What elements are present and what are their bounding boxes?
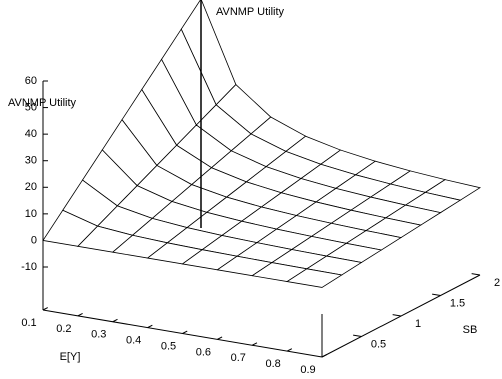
y-tick-label: 1.5: [450, 297, 465, 309]
x-tick-label: 0.3: [91, 329, 106, 341]
y-tick: [392, 314, 402, 317]
x-tick: [182, 330, 188, 334]
y-tick-label: 2: [494, 277, 500, 289]
x-tick: [112, 318, 118, 323]
x-tick: [42, 307, 48, 311]
y-tick: [432, 293, 441, 296]
y-tick: [471, 273, 481, 276]
z-tick-label: 10: [25, 208, 37, 220]
z-tick-label: 20: [25, 181, 37, 193]
x-tick: [77, 312, 83, 317]
x-tick-label: 0.1: [21, 317, 36, 329]
z-tick-label: 0: [31, 234, 37, 246]
y-tick: [353, 334, 362, 337]
y-tick-label: 0.5: [371, 338, 386, 350]
x-tick: [321, 354, 327, 358]
x-tick-label: 0.6: [196, 346, 211, 358]
x-tick-label: 0.2: [56, 323, 71, 335]
z-tick-label: 40: [25, 128, 37, 140]
chart-title: AVNMP Utility: [216, 6, 285, 18]
z-tick-label: -10: [21, 261, 37, 273]
x-tick-label: 0.5: [161, 340, 176, 352]
x-axis-label: E[Y]: [60, 351, 81, 363]
y-axis-label: SB: [463, 324, 478, 336]
x-tick-label: 0.4: [126, 335, 141, 347]
x-tick-label: 0.7: [231, 352, 246, 364]
x-tick: [252, 342, 258, 346]
x-tick-label: 0.9: [300, 364, 315, 376]
z-tick-label: 30: [25, 155, 37, 167]
z-axis-label: AVNMP Utility: [8, 97, 77, 109]
surface-cell: [286, 268, 343, 288]
x-tick: [147, 324, 153, 329]
x-tick-label: 0.8: [265, 358, 280, 370]
y-tick-label: 1: [415, 318, 421, 330]
z-tick-label: 60: [25, 75, 37, 87]
x-tick: [217, 336, 223, 340]
x-tick: [286, 348, 293, 352]
z-tick-label: 50: [25, 101, 37, 113]
